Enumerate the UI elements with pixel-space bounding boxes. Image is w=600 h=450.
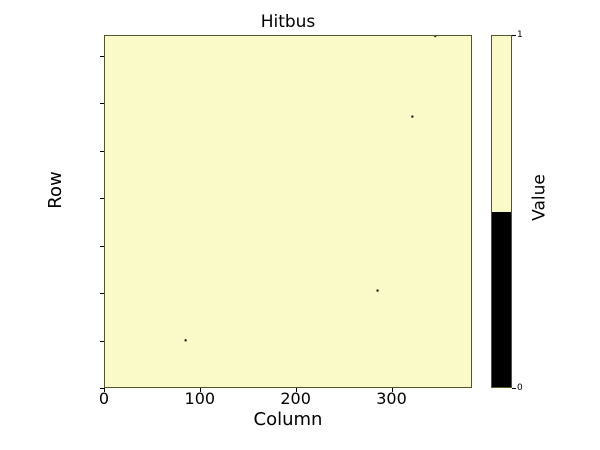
x-tick-mark (104, 388, 105, 392)
y-tick-mark (100, 245, 104, 247)
colorbar-segment-low (492, 211, 511, 387)
y-axis-label: Row (45, 171, 66, 209)
colorbar-tick-mark (512, 388, 516, 389)
y-tick-mark (100, 55, 104, 57)
x-tick-mark (391, 388, 393, 392)
heatmap-image (105, 36, 471, 387)
y-tick-mark (100, 340, 104, 342)
y-tick-mark (100, 103, 104, 105)
chart-title: Hitbus (260, 12, 316, 32)
x-tick-label: 0 (98, 389, 110, 408)
colorbar-segment-high (492, 36, 511, 212)
y-tick-mark (100, 198, 104, 200)
colorbar (491, 35, 512, 388)
y-tick-mark (100, 388, 104, 389)
x-axis-label: Column (253, 409, 323, 430)
colorbar-tick-mark (512, 35, 516, 36)
y-tick-mark (100, 293, 104, 295)
colorbar-label: Value (529, 174, 550, 221)
heatmap-plot-area (104, 35, 472, 388)
x-tick-mark (199, 388, 201, 392)
y-tick-mark (100, 150, 104, 152)
x-tick-label: 200 (280, 389, 311, 408)
x-tick-label: 300 (376, 389, 407, 408)
colorbar-tick-label: 0 (517, 383, 523, 393)
colorbar-tick-label: 1 (517, 30, 523, 40)
x-tick-label: 100 (184, 389, 216, 408)
x-tick-mark (295, 388, 297, 392)
